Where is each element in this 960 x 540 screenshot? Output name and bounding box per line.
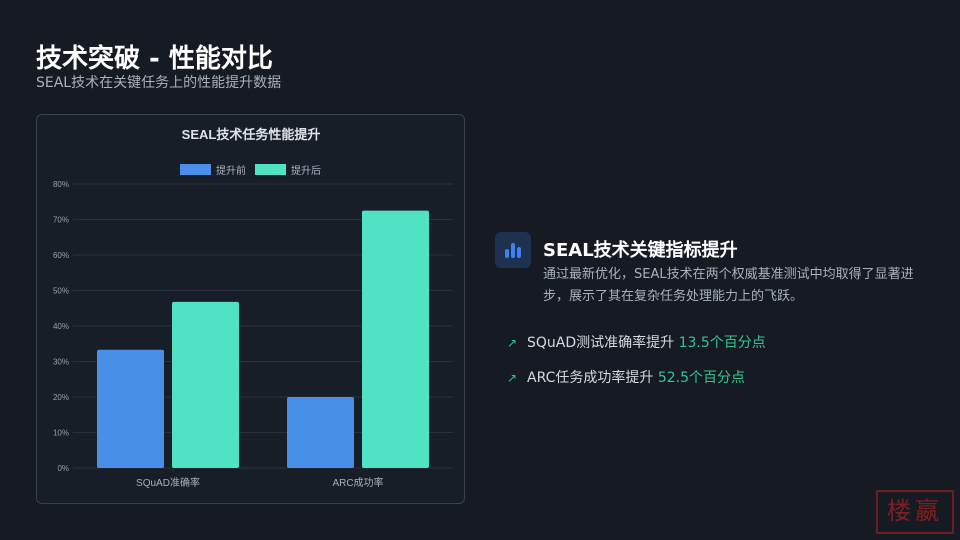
bar-after bbox=[362, 210, 429, 468]
legend-label: 提升后 bbox=[291, 165, 321, 177]
metric-label: ARC任务成功率提升 bbox=[527, 370, 658, 386]
panel-title: SEAL技术关键指标提升 bbox=[543, 240, 738, 261]
metric-item: ↗ ARC任务成功率提升 52.5个百分点 bbox=[507, 367, 745, 387]
chart-card: SEAL技术任务性能提升提升前 提升后 0% 10% 20% 30% 40% 50% 60% 70… bbox=[36, 114, 465, 504]
legend-swatch bbox=[255, 164, 286, 175]
y-tick-label: 20% bbox=[53, 393, 69, 402]
legend-swatch bbox=[180, 164, 211, 175]
x-tick-label: ARC成功率 bbox=[332, 476, 383, 489]
bar-after bbox=[172, 301, 239, 468]
y-tick-label: 60% bbox=[53, 251, 69, 260]
panel-description: 通过最新优化，SEAL技术在两个权威基准测试中均取得了显著进步，展示了其在复杂任… bbox=[543, 267, 914, 304]
seal-stamp: 楼嬴 bbox=[876, 490, 954, 534]
y-tick-label: 0% bbox=[57, 464, 69, 473]
bar-chart-icon bbox=[495, 232, 531, 268]
bar-before bbox=[287, 397, 354, 468]
bar-before bbox=[97, 349, 164, 468]
metric-label: SQuAD测试准确率提升 bbox=[527, 335, 679, 351]
y-tick-label: 30% bbox=[53, 358, 69, 367]
chart-title: SEAL技术任务性能提升 bbox=[182, 127, 321, 142]
metric-item: ↗ SQuAD测试准确率提升 13.5个百分点 bbox=[507, 332, 766, 352]
y-tick-label: 10% bbox=[53, 429, 69, 438]
y-tick-label: 40% bbox=[53, 322, 69, 331]
metric-value: 52.5个百分点 bbox=[657, 370, 746, 386]
y-tick-label: 80% bbox=[53, 180, 69, 189]
page-subtitle: SEAL技术在关键任务上的性能提升数据 bbox=[36, 75, 282, 91]
y-tick-label: 70% bbox=[53, 216, 69, 225]
x-tick-label: SQuAD准确率 bbox=[136, 476, 200, 489]
trending-up-icon: ↗ bbox=[507, 336, 518, 350]
trending-up-icon: ↗ bbox=[507, 371, 518, 385]
page-title: 技术突破 - 性能对比 bbox=[36, 44, 273, 74]
y-tick-label: 50% bbox=[53, 287, 69, 296]
metric-value: 13.5个百分点 bbox=[678, 335, 766, 351]
legend-label: 提升前 bbox=[216, 164, 246, 177]
